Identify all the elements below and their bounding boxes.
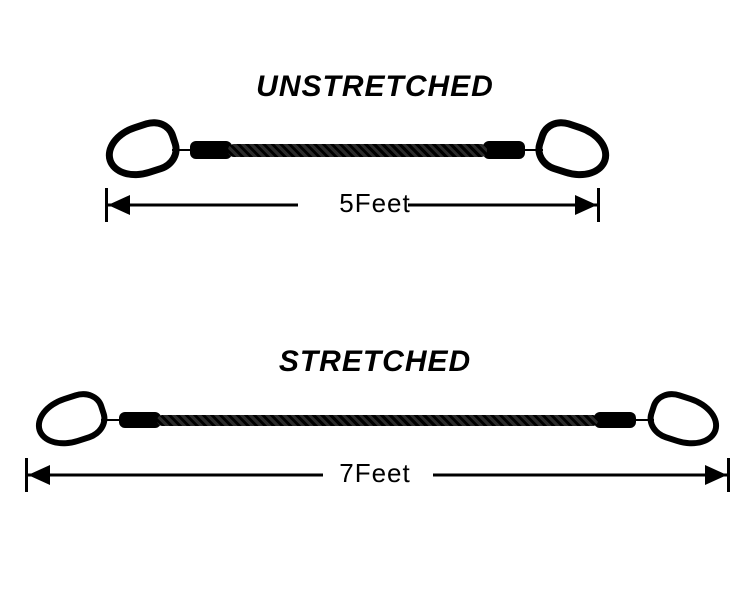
dimension-stretched: [0, 0, 750, 615]
dimension-stretched-label: 7Feet: [0, 458, 750, 489]
comparison-diagram: UNSTRETCHED 5Feet STRETCHED 7Feet: [0, 0, 750, 615]
